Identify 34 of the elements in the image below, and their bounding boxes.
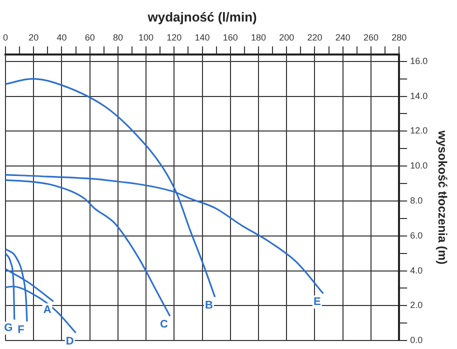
x-tick-label: 20 — [28, 32, 39, 42]
y-tick-label: 12.0 — [410, 126, 428, 136]
series-label: E — [314, 296, 321, 308]
x-tick-label: 200 — [279, 32, 294, 42]
x-tick-label: 180 — [251, 32, 266, 42]
series-label: B — [204, 300, 213, 312]
y-tick-label: 16.0 — [410, 56, 428, 66]
y-tick-label: 10.0 — [410, 160, 428, 171]
x-tick-label: 80 — [112, 32, 123, 42]
x-tick-label: 160 — [222, 32, 238, 42]
x-axis-title: wydajność (l/min) — [146, 9, 257, 24]
y-tick-label: 8.0 — [410, 195, 423, 206]
x-tick-label: 260 — [363, 32, 378, 42]
y-tick-label: 4.0 — [410, 265, 423, 276]
x-tick-label: 220 — [307, 32, 322, 42]
y-tick-label: 0.0 — [410, 335, 423, 346]
series-label: C — [160, 318, 168, 331]
series-label: D — [66, 335, 74, 348]
series-label: F — [18, 324, 25, 336]
x-tick-label: 40 — [56, 32, 67, 42]
x-tick-label: 60 — [84, 32, 95, 42]
series-label: G — [4, 322, 13, 334]
y-tick-label: 2.0 — [410, 300, 423, 310]
series-label: A — [43, 304, 52, 316]
x-tick-label: 140 — [194, 32, 210, 42]
x-tick-label: 280 — [392, 32, 407, 42]
line-series — [6, 179, 171, 317]
x-tick-label: 0 — [2, 32, 8, 42]
y-tick-label: 14.0 — [410, 90, 428, 101]
x-tick-label: 100 — [138, 32, 154, 42]
y-axis-title: wysokość tłoczenia (m) — [435, 129, 450, 265]
y-tick-label: 6.0 — [410, 230, 423, 240]
x-tick-label: 240 — [335, 32, 350, 42]
x-tick-label: 120 — [166, 32, 182, 42]
